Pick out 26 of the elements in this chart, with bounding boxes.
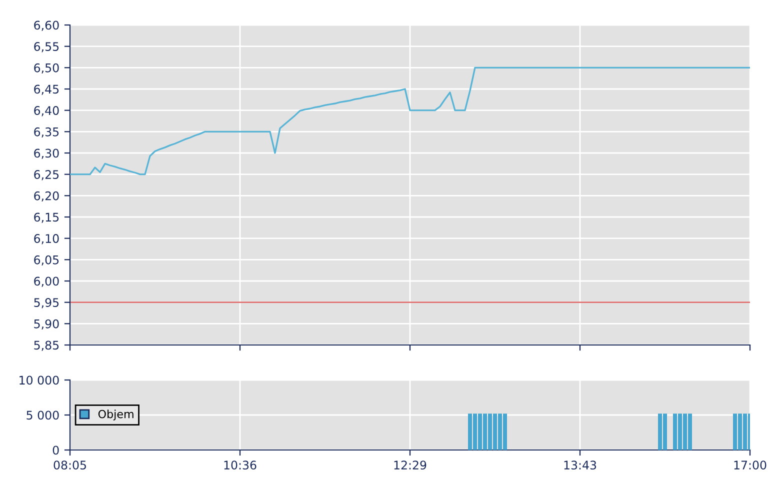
y-tick-label: 6,20 (34, 191, 59, 202)
y-tick-label: 5,90 (34, 319, 59, 330)
x-tick-label: 13:43 (564, 460, 596, 470)
y-tick-label: 6,10 (34, 234, 59, 244)
y-tick-label: 5 000 (26, 410, 59, 420)
y-tick-label: 6,35 (34, 127, 59, 138)
y-tick-label: 6,55 (34, 42, 59, 52)
y-tick-label: 6,25 (34, 170, 59, 180)
y-tick-label: 6,50 (34, 63, 59, 74)
y-tick-label: 6,45 (34, 84, 59, 95)
y-tick-label: 6,30 (34, 148, 59, 159)
legend-label: Objem (98, 410, 134, 420)
y-tick-label: 5,95 (34, 298, 59, 308)
x-tick-label: 08:05 (54, 460, 86, 470)
y-tick-label: 6,40 (34, 106, 59, 116)
y-tick-label: 6,15 (34, 212, 59, 223)
y-tick-label: 6,05 (34, 255, 59, 266)
y-tick-label: 10 000 (20, 376, 59, 385)
y-tick-label: 6,60 (34, 20, 59, 31)
line-series (70, 66, 750, 176)
y-tick-label: 5,85 (34, 340, 59, 351)
y-tick-label: 0 (52, 446, 59, 455)
x-tick-label: 10:36 (224, 460, 256, 470)
x-tick-label: 12:29 (394, 460, 426, 470)
x-tick-label: 17:00 (734, 460, 766, 470)
y-tick-label: 6,00 (34, 276, 59, 287)
